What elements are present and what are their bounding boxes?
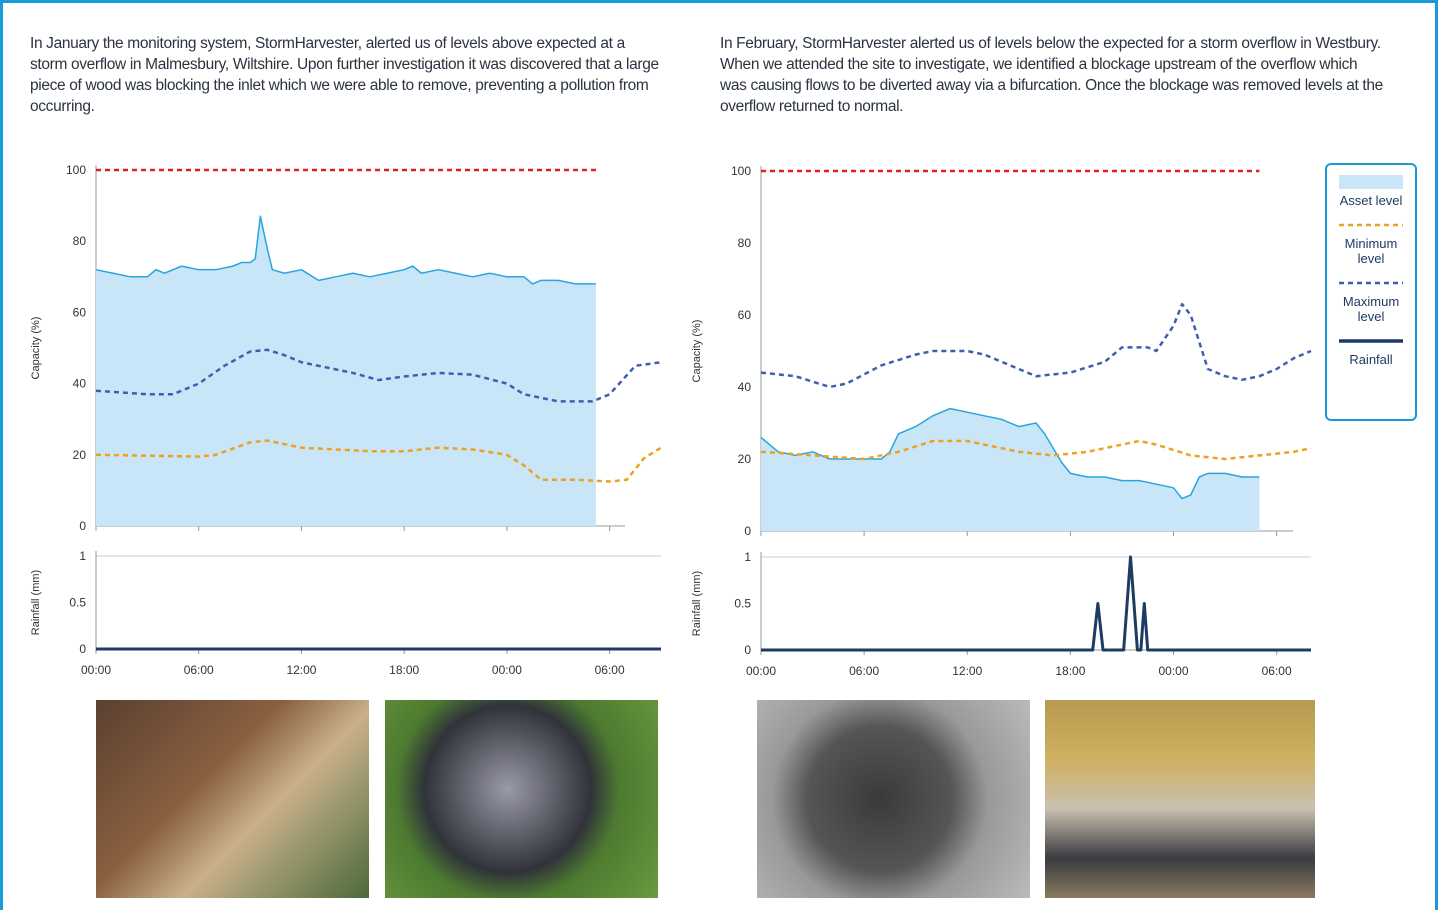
x-tick-label: 06:00: [184, 663, 214, 677]
series-line: [761, 557, 1311, 650]
y-axis-label: Capacity (%): [691, 320, 703, 383]
x-tick-label: 06:00: [595, 663, 625, 677]
y-tick-label: 0.5: [69, 596, 86, 610]
y-tick-label: 1: [744, 550, 751, 564]
y-tick-label: 100: [66, 163, 86, 177]
x-tick-label: 12:00: [952, 664, 982, 678]
y-axis-label: Capacity (%): [30, 317, 42, 380]
photo: [1045, 700, 1315, 898]
y-axis-label: Rainfall (mm): [30, 570, 42, 635]
y-tick-label: 60: [738, 308, 752, 322]
legend-swatch: [1339, 334, 1403, 348]
legend-item: Asset level: [1327, 175, 1415, 208]
y-tick-label: 0.5: [734, 597, 751, 611]
y-tick-label: 100: [731, 164, 751, 178]
page: In January the monitoring system, StormH…: [0, 0, 1438, 910]
swatch: [1339, 175, 1403, 189]
x-tick-label: 18:00: [1055, 664, 1085, 678]
legend-label: Maximum level: [1327, 294, 1415, 324]
series-line: [761, 304, 1311, 387]
x-tick-label: 00:00: [492, 663, 522, 677]
x-tick-label: 12:00: [286, 663, 316, 677]
y-axis-label: Rainfall (mm): [691, 571, 703, 636]
legend-label: Minimum level: [1327, 236, 1415, 266]
y-tick-label: 80: [738, 236, 752, 250]
legend: Asset level Minimum level Maximum level Rai…: [1325, 163, 1417, 421]
y-tick-label: 0: [79, 519, 86, 533]
y-tick-label: 80: [73, 234, 87, 248]
x-tick-label: 18:00: [389, 663, 419, 677]
x-tick-label: 06:00: [849, 664, 879, 678]
legend-item: Rainfall: [1327, 334, 1415, 367]
y-tick-label: 0: [744, 643, 751, 657]
legend-item: Maximum level: [1327, 276, 1415, 324]
x-tick-label: 00:00: [81, 663, 111, 677]
x-tick-label: 00:00: [746, 664, 776, 678]
legend-label: Asset level: [1327, 193, 1415, 208]
y-tick-label: 20: [738, 452, 752, 466]
area-fill: [761, 409, 1259, 531]
legend-label: Rainfall: [1327, 352, 1415, 367]
legend-swatch: [1339, 175, 1403, 189]
x-tick-label: 06:00: [1262, 664, 1292, 678]
y-tick-label: 40: [73, 377, 87, 391]
y-tick-label: 60: [73, 305, 87, 319]
y-tick-label: 0: [79, 642, 86, 656]
legend-swatch: [1339, 218, 1403, 232]
y-tick-label: 0: [744, 524, 751, 538]
photo: [385, 700, 658, 898]
y-tick-label: 40: [738, 380, 752, 394]
photo: [96, 700, 369, 898]
x-tick-label: 00:00: [1158, 664, 1188, 678]
legend-item: Minimum level: [1327, 218, 1415, 266]
legend-swatch: [1339, 276, 1403, 290]
y-tick-label: 20: [73, 448, 87, 462]
y-tick-label: 1: [79, 549, 86, 563]
photo: [757, 700, 1030, 898]
